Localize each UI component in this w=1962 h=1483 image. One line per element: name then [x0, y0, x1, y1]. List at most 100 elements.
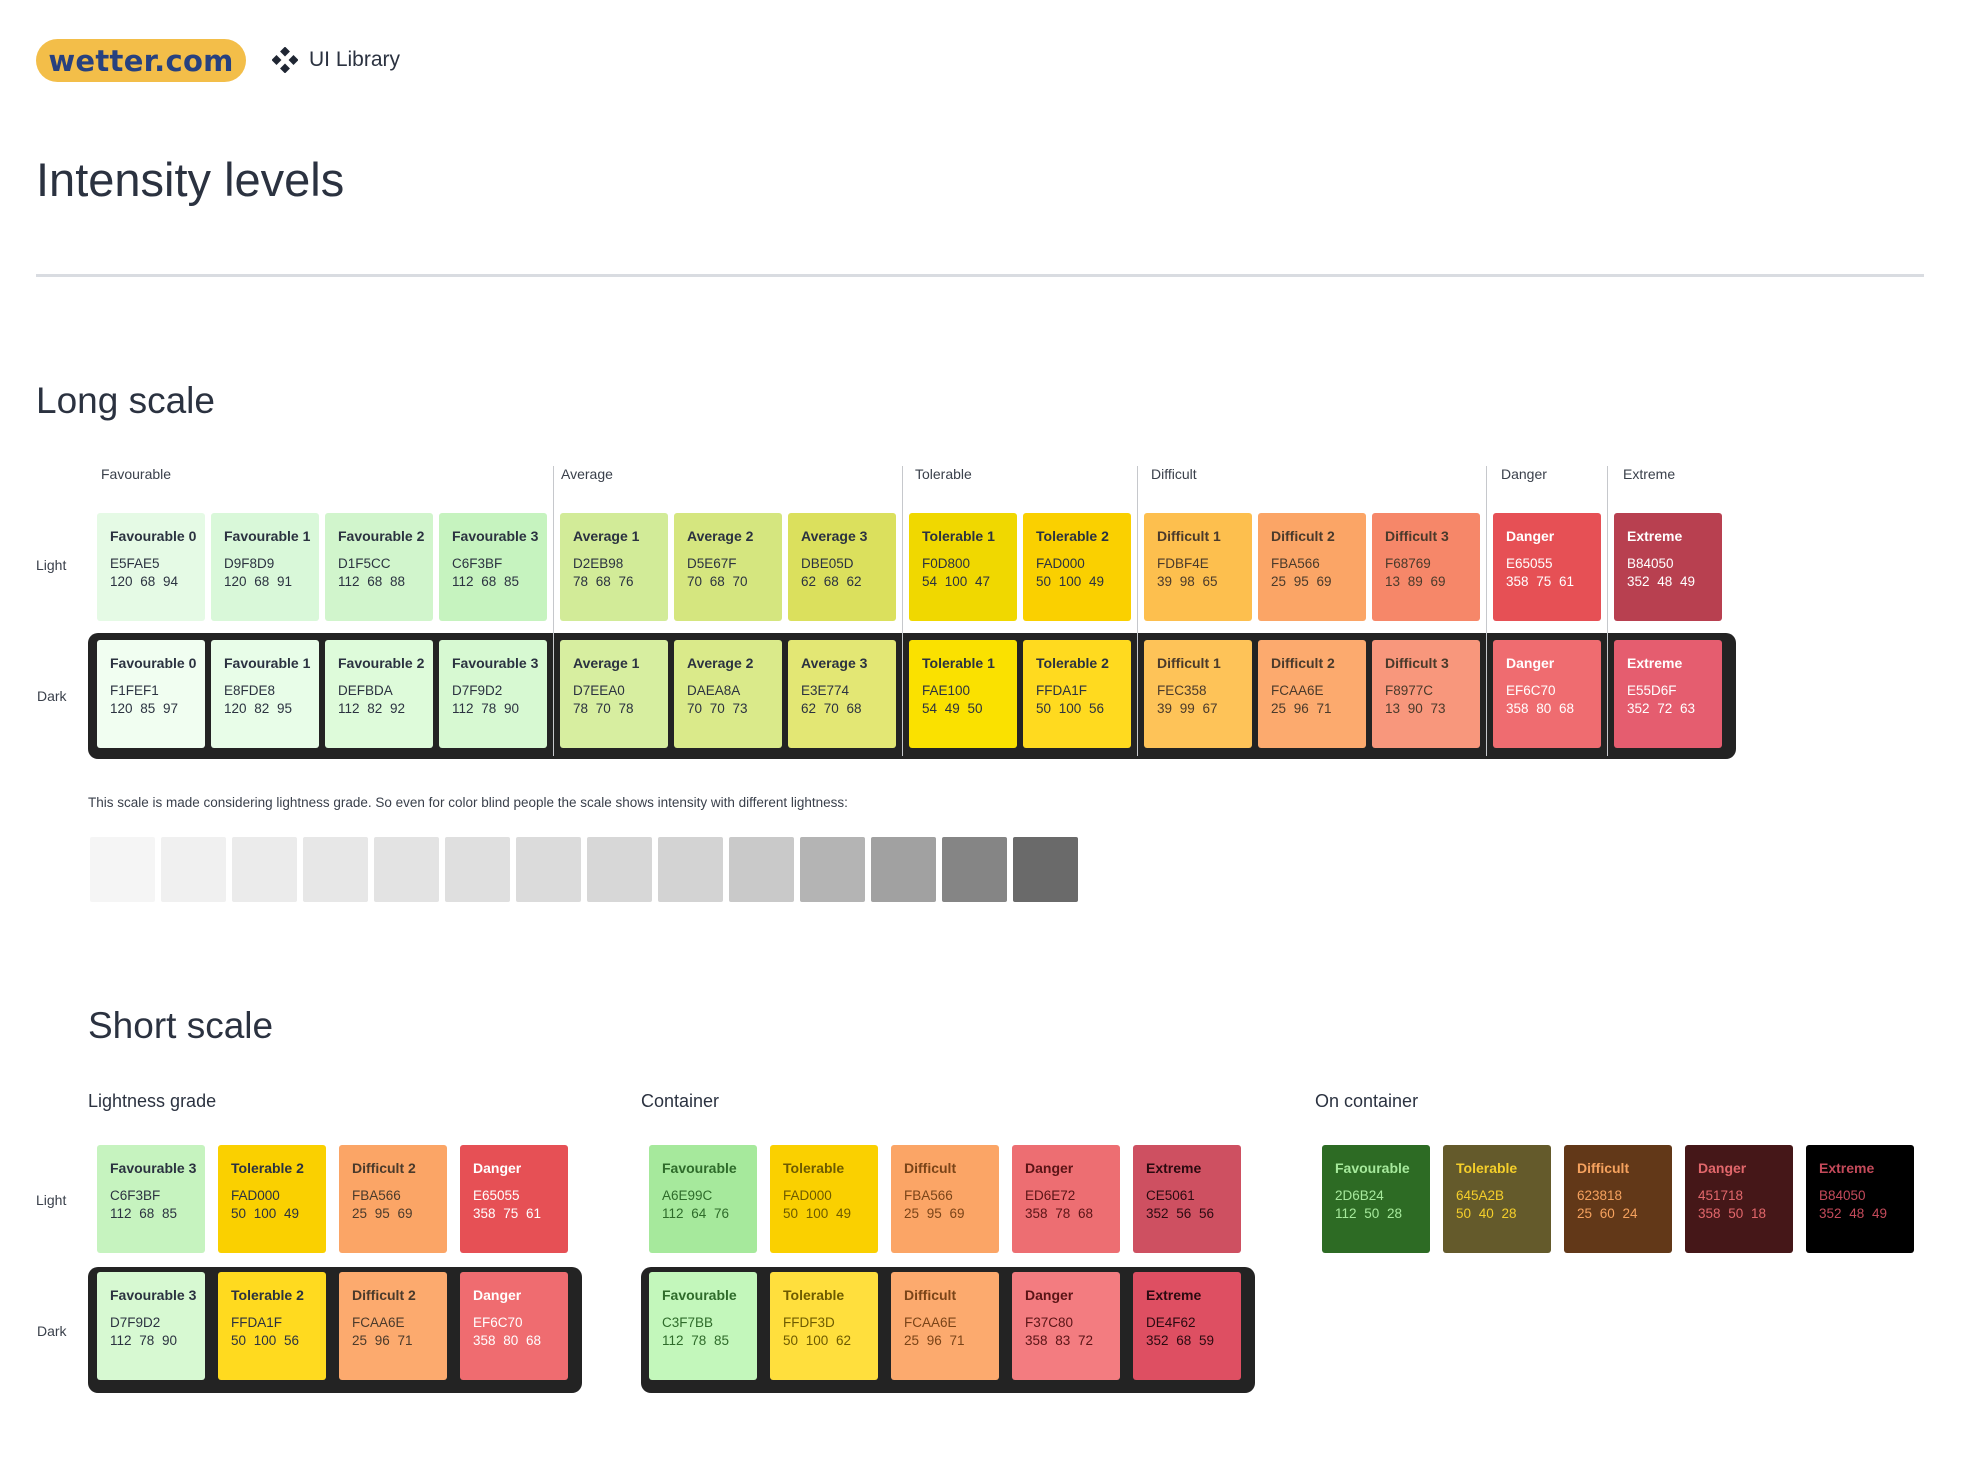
swatch-hsl: 112 64 76 [662, 1206, 730, 1221]
component-icon [272, 47, 298, 73]
swatch-dark-6[interactable]: Average 3 E3E774 62 70 68 [788, 640, 896, 748]
swatch-light-10[interactable]: Difficult 2 FBA566 25 95 69 [1258, 513, 1366, 621]
ui-library-link[interactable]: UI Library [272, 45, 400, 75]
swatch-dark-5[interactable]: Average 2 DAEA8A 70 70 73 [674, 640, 782, 748]
swatch-hsl: 39 99 67 [1157, 701, 1218, 716]
on-container-light-4[interactable]: Extreme B84050 352 48 49 [1806, 1145, 1914, 1253]
container-dark-4[interactable]: Extreme DE4F62 352 68 59 [1133, 1272, 1241, 1380]
divider [36, 274, 1924, 277]
swatch-hsl: 112 82 92 [338, 701, 406, 716]
swatch-dark-3[interactable]: Favourable 3 D7F9D2 112 78 90 [439, 640, 547, 748]
swatch-dark-8[interactable]: Tolerable 2 FFDA1F 50 100 56 [1023, 640, 1131, 748]
swatch-hex: FBA566 [1271, 556, 1320, 571]
swatch-light-9[interactable]: Difficult 1 FDBF4E 39 98 65 [1144, 513, 1252, 621]
swatch-light-5[interactable]: Average 2 D5E67F 70 68 70 [674, 513, 782, 621]
swatch-name: Average 1 [573, 528, 640, 544]
swatch-dark-10[interactable]: Difficult 2 FCAA6E 25 96 71 [1258, 640, 1366, 748]
lightness-dark-0[interactable]: Favourable 3 D7F9D2 112 78 90 [97, 1272, 205, 1380]
swatch-hex: FAD000 [783, 1188, 832, 1203]
page-title: Intensity levels [36, 153, 345, 206]
swatch-light-12[interactable]: Danger E65055 358 75 61 [1493, 513, 1601, 621]
swatch-light-11[interactable]: Difficult 3 F68769 13 89 69 [1372, 513, 1480, 621]
swatch-hsl: 358 75 61 [473, 1206, 542, 1221]
wetter-logo[interactable]: wetter.com [36, 39, 246, 82]
swatch-name: Favourable [662, 1160, 737, 1176]
lightness-swatch [1013, 837, 1078, 902]
on-container-light-2[interactable]: Difficult 623818 25 60 24 [1564, 1145, 1672, 1253]
swatch-light-0[interactable]: Favourable 0 E5FAE5 120 68 94 [97, 513, 205, 621]
swatch-dark-13[interactable]: Extreme E55D6F 352 72 63 [1614, 640, 1722, 748]
container-light-0[interactable]: Favourable A6E99C 112 64 76 [649, 1145, 757, 1253]
swatch-light-3[interactable]: Favourable 3 C6F3BF 112 68 85 [439, 513, 547, 621]
swatch-dark-1[interactable]: Favourable 1 E8FDE8 120 82 95 [211, 640, 319, 748]
swatch-hex: C6F3BF [110, 1188, 161, 1203]
swatch-hsl: 50 100 49 [231, 1206, 300, 1221]
swatch-hsl: 352 48 49 [1819, 1206, 1888, 1221]
swatch-hsl: 358 80 68 [473, 1333, 542, 1348]
swatch-hex: FAD000 [1036, 556, 1085, 571]
swatch-name: Difficult 2 [1271, 655, 1335, 671]
swatch-light-6[interactable]: Average 3 DBE05D 62 68 62 [788, 513, 896, 621]
on-container-light-3[interactable]: Danger 451718 358 50 18 [1685, 1145, 1793, 1253]
swatch-dark-0[interactable]: Favourable 0 F1FEF1 120 85 97 [97, 640, 205, 748]
swatch-light-1[interactable]: Favourable 1 D9F8D9 120 68 91 [211, 513, 319, 621]
swatch-name: Difficult 2 [1271, 528, 1335, 544]
swatch-hex: C6F3BF [452, 556, 503, 571]
lightness-light-3[interactable]: Danger E65055 358 75 61 [460, 1145, 568, 1253]
swatch-hsl: 78 70 78 [573, 701, 634, 716]
group-label-extreme: Extreme [1623, 466, 1676, 482]
swatch-name: Favourable [662, 1287, 737, 1303]
row-label-dark: Dark [37, 688, 67, 704]
container-dark-3[interactable]: Danger F37C80 358 83 72 [1012, 1272, 1120, 1380]
on-container-light-0[interactable]: Favourable 2D6B24 112 50 28 [1322, 1145, 1430, 1253]
container-light-1[interactable]: Tolerable FAD000 50 100 49 [770, 1145, 878, 1253]
swatch-hsl: 358 83 72 [1025, 1333, 1094, 1348]
lightness-dark-1[interactable]: Tolerable 2 FFDA1F 50 100 56 [218, 1272, 326, 1380]
swatch-dark-7[interactable]: Tolerable 1 FAE100 54 49 50 [909, 640, 1017, 748]
on-container-light-1[interactable]: Tolerable 645A2B 50 40 28 [1443, 1145, 1551, 1253]
swatch-light-13[interactable]: Extreme B84050 352 48 49 [1614, 513, 1722, 621]
lightness-light-2[interactable]: Difficult 2 FBA566 25 95 69 [339, 1145, 447, 1253]
container-dark-2[interactable]: Difficult FCAA6E 25 96 71 [891, 1272, 999, 1380]
lightness-swatch [374, 837, 439, 902]
swatch-dark-2[interactable]: Favourable 2 DEFBDA 112 82 92 [325, 640, 433, 748]
container-light-2[interactable]: Difficult FBA566 25 95 69 [891, 1145, 999, 1253]
container-dark-0[interactable]: Favourable C3F7BB 112 78 85 [649, 1272, 757, 1380]
swatch-name: Difficult [904, 1287, 957, 1303]
swatch-light-7[interactable]: Tolerable 1 F0D800 54 100 47 [909, 513, 1017, 621]
lightness-grade-title: Lightness grade [88, 1091, 217, 1111]
swatch-light-8[interactable]: Tolerable 2 FAD000 50 100 49 [1023, 513, 1131, 621]
swatch-hex: B84050 [1627, 556, 1674, 571]
swatch-name: Danger [473, 1160, 522, 1176]
container-dark-1[interactable]: Tolerable FFDF3D 50 100 62 [770, 1272, 878, 1380]
swatch-dark-4[interactable]: Average 1 D7EEA0 78 70 78 [560, 640, 668, 748]
swatch-name: Danger [1698, 1160, 1747, 1176]
swatch-hsl: 50 100 56 [1036, 701, 1105, 716]
lightness-dark-3[interactable]: Danger EF6C70 358 80 68 [460, 1272, 568, 1380]
swatch-hsl: 70 68 70 [687, 574, 748, 589]
swatch-hsl: 50 100 49 [783, 1206, 852, 1221]
swatch-hsl: 112 68 85 [452, 574, 520, 589]
container-light-4[interactable]: Extreme CE5061 352 56 56 [1133, 1145, 1241, 1253]
swatch-dark-9[interactable]: Difficult 1 FEC358 39 99 67 [1144, 640, 1252, 748]
swatch-hsl: 54 49 50 [922, 701, 983, 716]
swatch-hsl: 13 90 73 [1385, 701, 1446, 716]
swatch-light-4[interactable]: Average 1 D2EB98 78 68 76 [560, 513, 668, 621]
swatch-dark-12[interactable]: Danger EF6C70 358 80 68 [1493, 640, 1601, 748]
lightness-dark-2[interactable]: Difficult 2 FCAA6E 25 96 71 [339, 1272, 447, 1380]
container-light-3[interactable]: Danger ED6E72 358 78 68 [1012, 1145, 1120, 1253]
swatch-name: Extreme [1627, 528, 1683, 544]
swatch-dark-11[interactable]: Difficult 3 F8977C 13 90 73 [1372, 640, 1480, 748]
lightness-light-1[interactable]: Tolerable 2 FAD000 50 100 49 [218, 1145, 326, 1253]
lightness-light-0[interactable]: Favourable 3 C6F3BF 112 68 85 [97, 1145, 205, 1253]
swatch-name: Extreme [1146, 1160, 1202, 1176]
swatch-name: Favourable 3 [110, 1160, 197, 1176]
swatch-hex: FFDA1F [231, 1315, 283, 1330]
swatch-name: Favourable 3 [452, 655, 539, 671]
swatch-light-2[interactable]: Favourable 2 D1F5CC 112 68 88 [325, 513, 433, 621]
swatch-hex: FCAA6E [352, 1315, 405, 1330]
swatch-hex: F0D800 [922, 556, 971, 571]
swatch-name: Difficult 3 [1385, 528, 1449, 544]
swatch-name: Difficult 3 [1385, 655, 1449, 671]
swatch-hex: F8977C [1385, 683, 1434, 698]
